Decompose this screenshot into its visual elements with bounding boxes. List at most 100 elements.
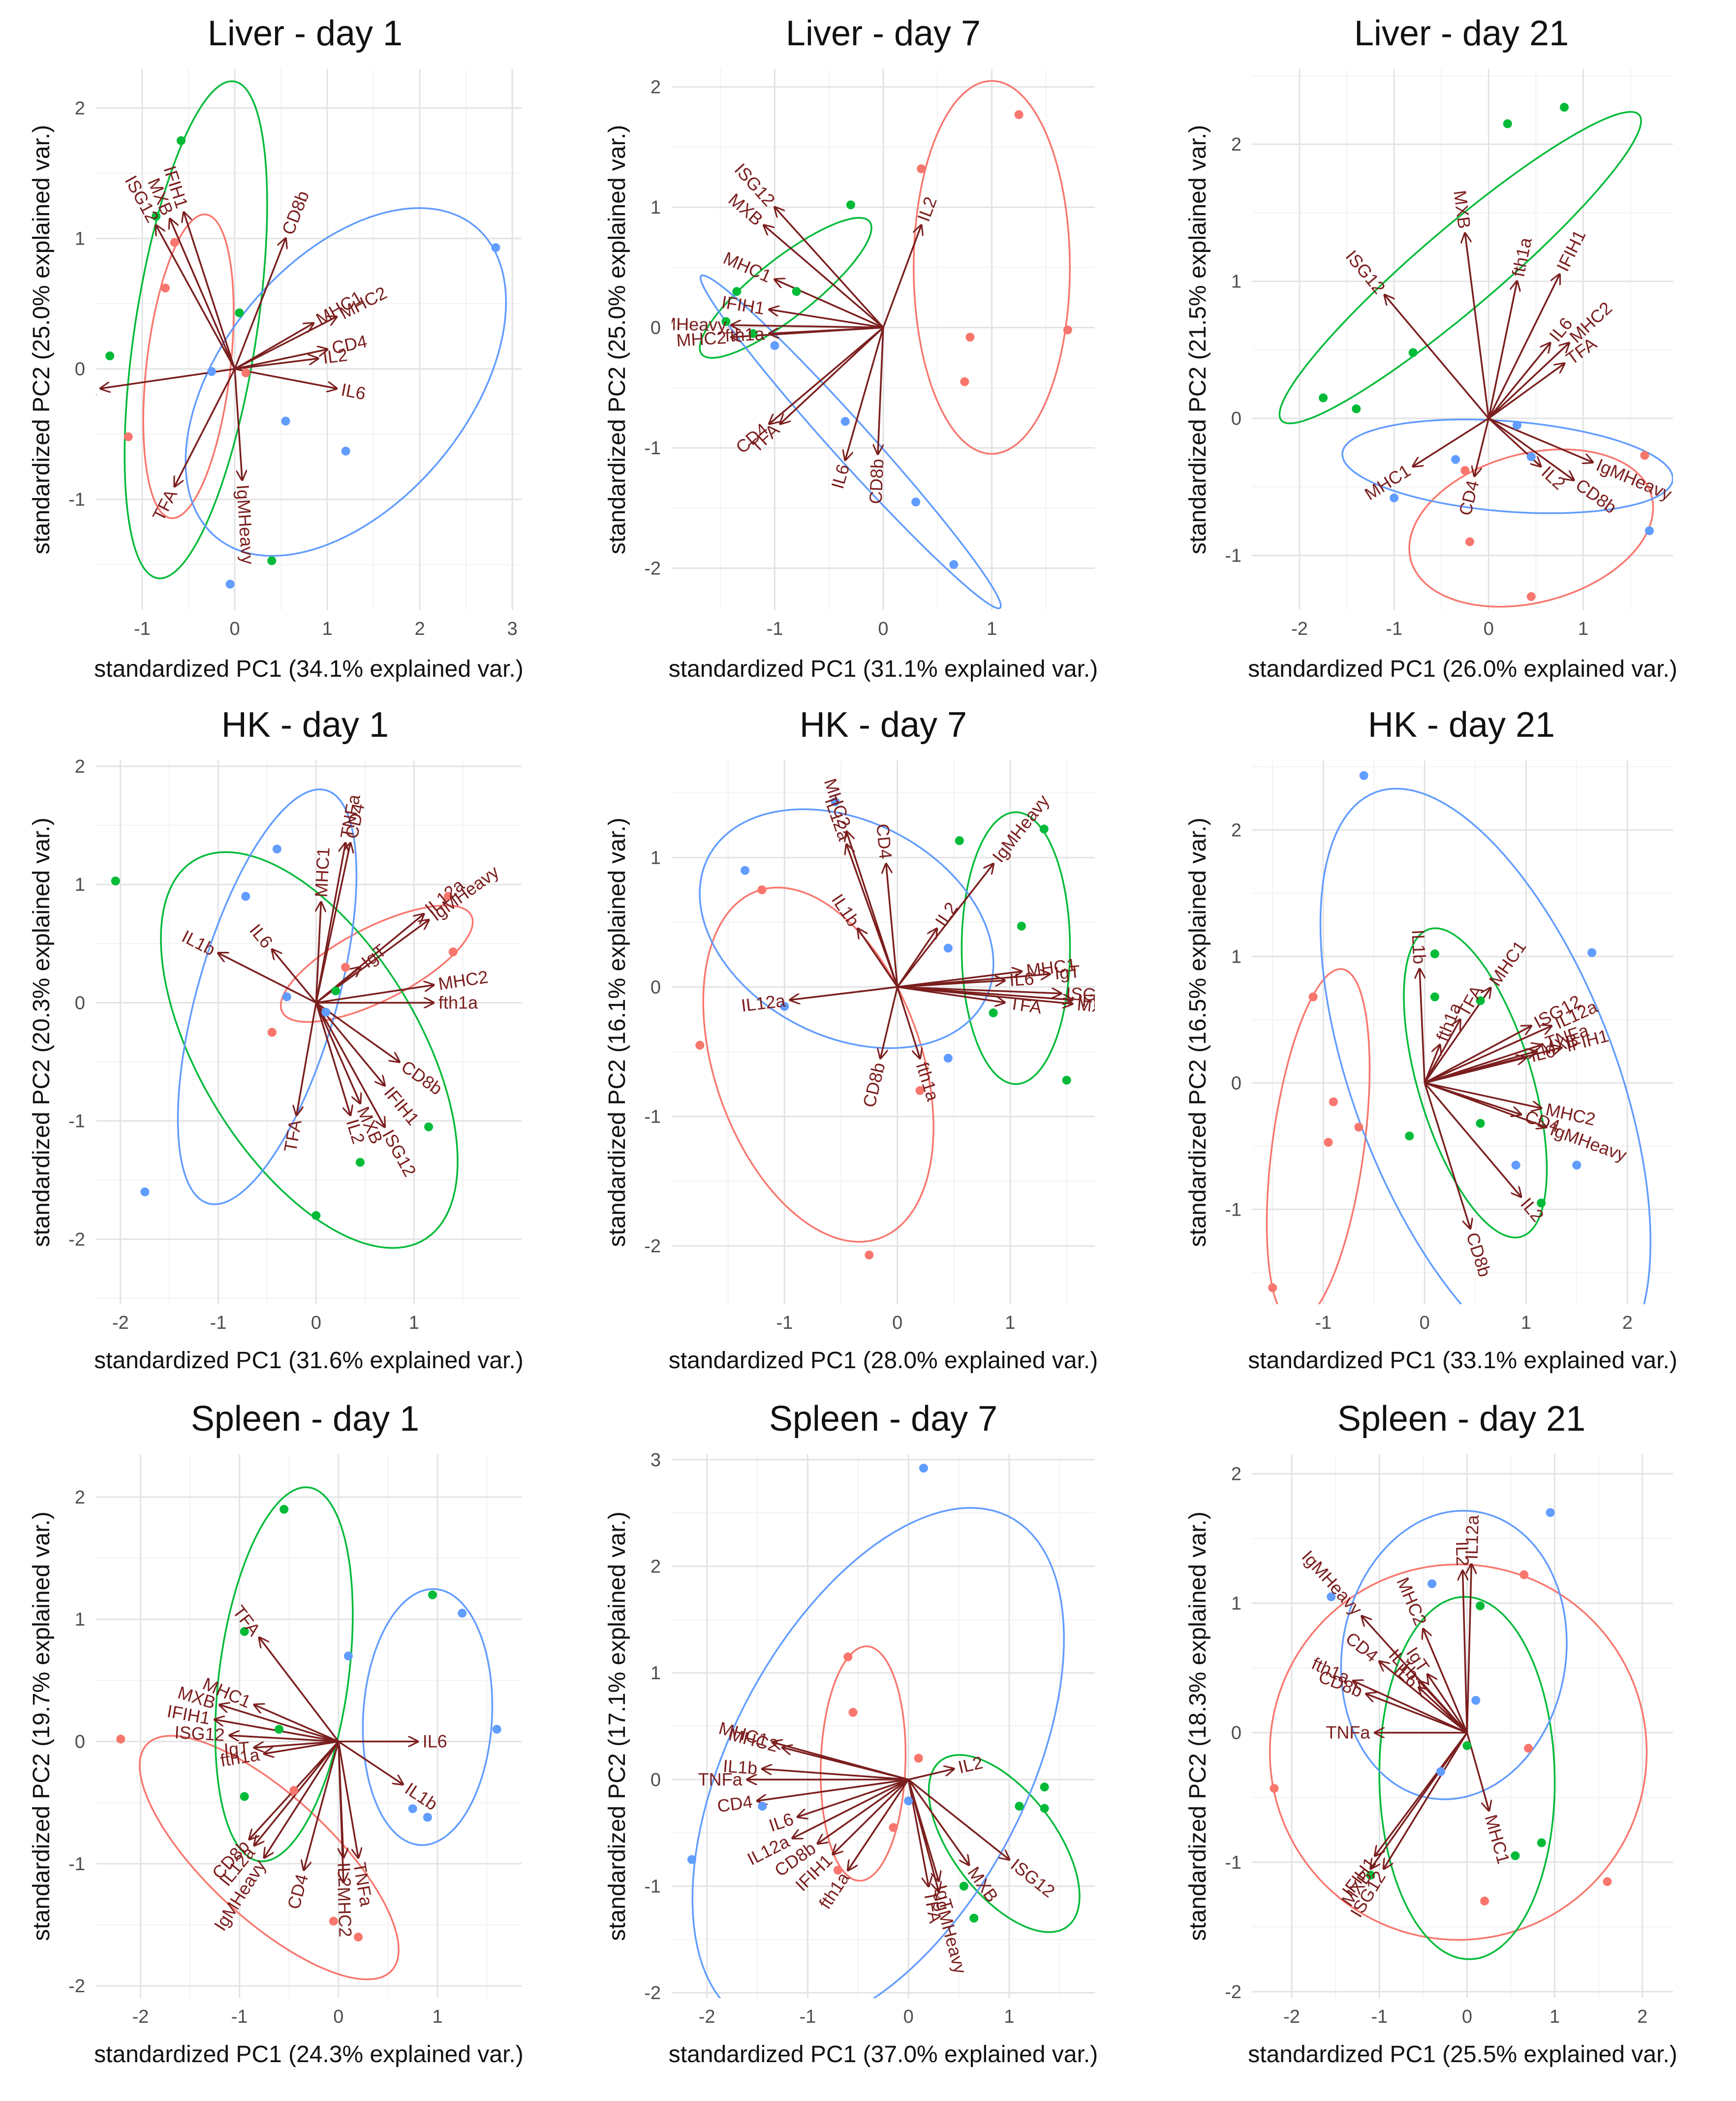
loading-label: MXB (1450, 189, 1475, 230)
loading-label: IL6 (766, 1809, 796, 1836)
group-ellipse (362, 1588, 494, 1846)
y-tick-label: 1 (651, 847, 661, 868)
loading-label: MHC1 (1361, 460, 1414, 504)
data-point (1480, 1896, 1489, 1906)
data-point (267, 556, 277, 565)
data-point (124, 432, 133, 441)
loading-arrow (878, 327, 884, 454)
y-tick-label: 1 (75, 229, 85, 250)
loading-label: TFA (1008, 993, 1043, 1018)
data-point (341, 963, 350, 972)
group-ellipse (124, 80, 268, 579)
y-tick-label: -1 (68, 1111, 85, 1132)
panel-title: Liver - day 1 (208, 14, 403, 53)
panel-spleen-day-1: -2 -1 0 1-2-1012TFAMXBIFIH1ISG12MHC1IgTfth1… (29, 1399, 524, 2068)
group-ellipse (1266, 968, 1371, 1304)
loading-label: IL2 (931, 898, 961, 930)
loading-arrow (1424, 1082, 1521, 1196)
loading-label: ISG12 (1065, 983, 1116, 1005)
data-point (1430, 992, 1439, 1002)
x-tick-label: 1 (1521, 1313, 1531, 1333)
loading-label: MHC1 (311, 847, 334, 898)
loading-label: IL1b (179, 926, 218, 960)
loading-arrow (1424, 1026, 1531, 1084)
loading-arrow (1424, 1082, 1546, 1127)
data-point (116, 1734, 125, 1744)
y-tick-label: -1 (1225, 1199, 1241, 1220)
y-tick-label: 1 (651, 197, 661, 218)
data-point (1354, 1123, 1364, 1132)
loading-arrow (907, 1779, 929, 1886)
y-tick-label: 2 (651, 1557, 661, 1577)
loading-label: TNFa (698, 1769, 743, 1789)
data-point (177, 136, 186, 145)
x-tick-label: 0 (229, 619, 240, 639)
loading-label: CD4 (1342, 1628, 1382, 1666)
data-point (840, 417, 850, 426)
x-tick-label: -1 (1315, 1313, 1332, 1333)
loading-arrow (316, 902, 321, 1003)
gridlines (1252, 1454, 1673, 1998)
x-tick-label: -1 (231, 2007, 248, 2027)
loading-arrow (1384, 1732, 1468, 1869)
panel-title: HK - day 1 (221, 705, 389, 745)
data-point (919, 1464, 928, 1473)
x-tick-label: -1 (1371, 2007, 1388, 2027)
data-point (1430, 949, 1439, 959)
data-point (1015, 1802, 1024, 1811)
data-point (241, 368, 250, 377)
x-tick-label: 1 (1004, 2007, 1014, 2027)
data-point (1524, 1744, 1533, 1753)
data-point (917, 164, 926, 173)
data-point (170, 238, 179, 247)
data-point (1063, 325, 1072, 335)
loading-arrow (315, 1002, 384, 1127)
loading-arrow (315, 1002, 350, 1115)
data-point (1327, 1592, 1336, 1601)
loading-label: MHC2 (437, 967, 490, 994)
data-point (281, 416, 290, 426)
group-ellipse (1378, 1596, 1556, 1960)
gridlines (96, 69, 522, 610)
data-point (1390, 493, 1399, 502)
x-tick-label: -2 (699, 2007, 715, 2027)
data-point (1040, 1783, 1049, 1791)
loading-label: IL1b (1408, 929, 1429, 965)
loading-label: IgMHeavy (647, 314, 727, 335)
loading-label: MHC2 (676, 327, 727, 350)
y-tick-label: 0 (651, 977, 661, 998)
data-point (1560, 102, 1569, 112)
y-tick-label: -2 (1225, 1982, 1241, 2003)
loading-arrow (338, 1741, 358, 1858)
y-axis-label: standardized PC2 (17.1% explained var.) (604, 1511, 630, 1941)
y-tick-label: 0 (75, 359, 85, 380)
loading-label: ISG12 (174, 1722, 225, 1745)
loading-arrow (897, 986, 1061, 993)
y-tick-label: 0 (1231, 1723, 1241, 1744)
plot-area: ISG12MXBMHC1IFIH1IgMHeavyMHC2fth1aIL2CD4… (647, 80, 1072, 609)
loading-arrow (1370, 1732, 1468, 1869)
data-point (1465, 537, 1474, 546)
panel-spleen-day-7: -2 -1 0 1-2-10123MHC1MHC2IL1bTNFaCD4IL6IL12… (604, 1399, 1098, 2068)
x-tick-label: 1 (432, 2007, 442, 2027)
loading-label: fth1a (438, 992, 478, 1012)
loading-arrow (1419, 1688, 1468, 1733)
loading-arrow (896, 986, 920, 1058)
group-ellipse (160, 851, 459, 1249)
data-point (1511, 1851, 1520, 1860)
loading-arrow (234, 358, 318, 370)
data-point (1503, 119, 1512, 128)
x-tick-label: 0 (311, 1313, 321, 1333)
loading-label: CD8b (1462, 1230, 1495, 1279)
group-ellipse (279, 905, 474, 1023)
loading-label: IL2 (1538, 462, 1570, 494)
data-point (1644, 526, 1654, 535)
loading-label: MHC1 (720, 248, 775, 286)
group-ellipse (691, 1507, 1065, 1998)
data-point (1546, 1508, 1555, 1517)
loading-label: IFIH1 (1077, 990, 1121, 1013)
loading-arrow (858, 929, 899, 988)
y-axis-label: standardized PC2 (16.1% explained var.) (604, 817, 630, 1247)
